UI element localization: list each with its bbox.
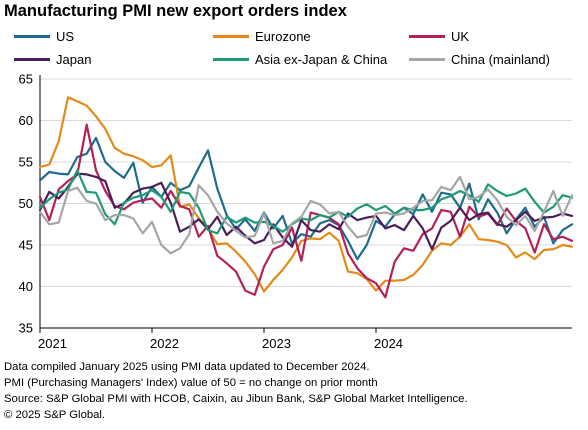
axes bbox=[39, 75, 572, 333]
chart-title: Manufacturing PMI new export orders inde… bbox=[4, 2, 347, 20]
y-axis-tick-labels: 35 40 45 50 55 60 65 bbox=[19, 72, 33, 336]
x-tick-label: 2021 bbox=[38, 336, 67, 351]
y-tick-label: 35 bbox=[19, 321, 33, 336]
chart-notes: Data compiled January 2025 using PMI dat… bbox=[4, 359, 468, 423]
legend-label-us: US bbox=[56, 28, 75, 44]
legend-swatch-china bbox=[409, 57, 445, 61]
series-lines bbox=[38, 96, 574, 299]
series-line-uk bbox=[38, 123, 574, 299]
legend-item-eurozone: Eurozone bbox=[213, 28, 311, 44]
legend-swatch-japan bbox=[14, 57, 50, 61]
legend-item-us: US bbox=[14, 28, 74, 44]
x-tick-label: 2022 bbox=[150, 336, 179, 351]
series-line-japan bbox=[38, 172, 574, 251]
y-tick-label: 55 bbox=[19, 155, 33, 170]
chart-legend: US Eurozone UK Japan Asia ex-Japan & Chi… bbox=[0, 0, 588, 74]
legend-swatch-uk bbox=[409, 34, 445, 38]
legend-swatch-eurozone bbox=[213, 34, 249, 38]
y-tick-label: 40 bbox=[19, 279, 33, 294]
note-data-compiled: Data compiled January 2025 using PMI dat… bbox=[4, 361, 370, 373]
y-tick-label: 65 bbox=[19, 72, 33, 87]
x-axis-tick-labels: 2021 2022 2023 2024 bbox=[38, 336, 403, 351]
y-tick-label: 50 bbox=[19, 196, 33, 211]
legend-label-japan: Japan bbox=[56, 51, 92, 67]
legend-item-china: China (mainland) bbox=[409, 51, 550, 67]
series-line-china-mainland bbox=[38, 175, 574, 255]
legend-label-china: China (mainland) bbox=[451, 51, 550, 67]
note-pmi-definition: PMI (Purchasing Managers' Index) value o… bbox=[4, 377, 378, 389]
legend-item-asia: Asia ex-Japan & China bbox=[213, 51, 387, 67]
note-copyright: © 2025 S&P Global. bbox=[4, 409, 106, 421]
line-chart: 35 40 45 50 55 60 65 2021 2022 2023 2024 bbox=[19, 72, 574, 351]
y-tick-label: 45 bbox=[19, 238, 33, 253]
x-tick-label: 2024 bbox=[374, 336, 403, 351]
legend-label-uk: UK bbox=[451, 28, 470, 44]
legend-label-asia: Asia ex-Japan & China bbox=[255, 51, 388, 67]
x-tick-label: 2023 bbox=[262, 336, 291, 351]
legend-item-japan: Japan bbox=[14, 51, 91, 67]
gridlines bbox=[40, 78, 572, 287]
note-source: Source: S&P Global PMI with HCOB, Caixin… bbox=[4, 393, 468, 405]
legend-item-uk: UK bbox=[409, 28, 469, 44]
legend-swatch-us bbox=[14, 34, 50, 38]
legend-label-eurozone: Eurozone bbox=[255, 28, 311, 44]
y-tick-label: 60 bbox=[19, 113, 33, 128]
legend-swatch-asia bbox=[213, 57, 249, 61]
